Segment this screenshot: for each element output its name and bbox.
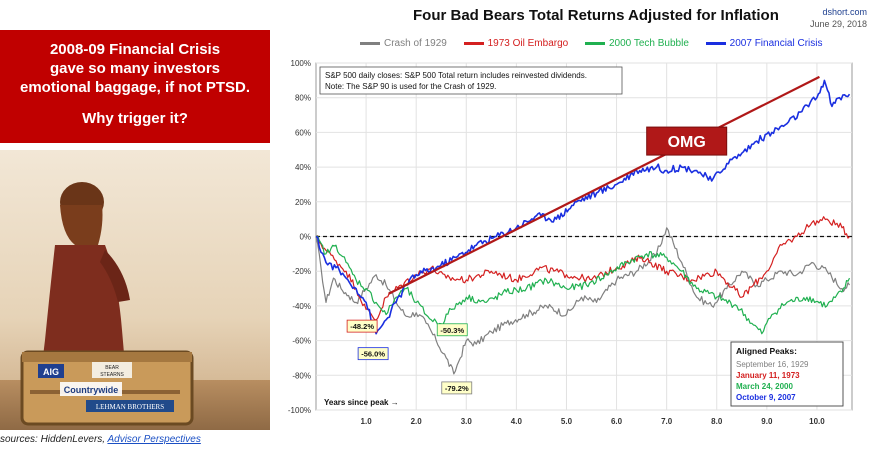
y-tick-label: 20% [295,198,311,207]
headline-line-2: gave so many investors [49,60,221,77]
y-tick-label: 100% [291,59,311,68]
svg-text:STEARNS: STEARNS [100,372,124,378]
brand-date: June 29, 2018 [809,19,867,29]
omg-arrow-annotation: OMG [388,75,820,295]
omg-label: OMG [668,134,706,151]
peaks-box [730,341,844,407]
note-line-1: S&P 500 daily closes: S&P 500 Total retu… [325,71,587,80]
svg-text:LEHMAN BROTHERS: LEHMAN BROTHERS [96,403,164,411]
sources-note: sources: HiddenLevers, Advisor Perspecti… [0,434,201,445]
svg-text:BEAR: BEAR [105,365,119,371]
trough-label-box [357,347,389,361]
x-tick-label: 2.0 [411,417,423,426]
legend-item-1929: Crash of 1929 [360,38,447,49]
x-tick-label: 9.0 [761,417,773,426]
x-tick-label: 5.0 [561,417,573,426]
peak-date-4: October 9, 2007 [736,393,796,402]
x-tick-label: 3.0 [461,417,473,426]
series-line-2 [315,235,851,335]
legend-item-2000: 2000 Tech Bubble [585,38,689,49]
y-tick-label: 40% [295,163,311,172]
left-panel: 2008-09 Financial Crisis gave so many in… [0,30,270,430]
legend-label-2000: 2000 Tech Bubble [609,38,689,49]
y-tick-label: -80% [292,371,311,380]
y-tick-label: 0% [299,233,311,242]
y-tick-label: 60% [295,128,311,137]
trough-labels: -48.2% -56.0% -50.3% -79.2% [346,319,473,395]
peak-date-1: September 16, 1929 [736,360,809,369]
headline-line-4: Why trigger it? [82,110,188,127]
headline-line-3: emotional baggage, if not PTSD. [19,79,250,96]
trough-label: -50.3% [440,326,464,335]
brand-site: dshort.com [822,7,867,17]
trough-label: -48.2% [350,322,374,331]
aligned-peaks-box: Aligned Peaks: September 16, 1929 January … [730,341,844,407]
x-tick-label: 7.0 [661,417,673,426]
y-tick-label: -40% [292,302,311,311]
chart-legend: Crash of 1929 1973 Oil Embargo 2000 Tech… [360,38,837,49]
svg-text:Countrywide: Countrywide [64,385,119,395]
omg-arrow-line [388,75,820,295]
x-tick-label: 4.0 [511,417,523,426]
chart-axes: -100% -80% -60% -40% -20% 0% 20% 40% 60% 80% 100% 1… [288,59,825,426]
peaks-title: Aligned Peaks: [736,346,797,356]
x-tick-label: 8.0 [711,417,723,426]
headline-line-1: 2008-09 Financial Crisis [49,41,221,58]
chart-note: S&P 500 daily closes: S&P 500 Total retu… [319,66,623,95]
x-tick-label: 6.0 [611,417,623,426]
note-box [319,66,623,95]
trough-label-box [346,319,378,333]
coat-shape [42,245,125,365]
legend-label-1973: 1973 Oil Embargo [487,38,569,49]
x-tick-label: 1.0 [361,417,373,426]
svg-text:AIG: AIG [43,367,59,377]
legend-item-1973: 1973 Oil Embargo [463,38,569,49]
series-line-3 [315,79,851,335]
sources-prefix: sources: HiddenLevers, [0,434,108,445]
legend-label-2007: 2007 Financial Crisis [729,38,823,49]
chart-series [315,79,851,375]
trough-label: -79.2% [445,384,469,393]
y-tick-label: -60% [292,337,311,346]
brand-block: dshort.com June 29, 2018 [810,6,867,30]
trough-label-box [436,323,468,337]
y-tick-label: -100% [288,406,311,415]
photo-woman-on-suitcase: AIG BEAR STEARNS Countrywide LEHMAN BROT… [0,150,270,430]
peak-date-2: January 11, 1973 [736,371,800,380]
y-tick-label: 80% [295,94,311,103]
headline-banner: 2008-09 Financial Crisis gave so many in… [0,30,270,143]
photo-illustration: AIG BEAR STEARNS Countrywide LEHMAN BROT… [0,150,270,430]
y-tick-label: -20% [292,267,311,276]
trough-label-box [441,381,473,395]
chart-title: Four Bad Bears Total Returns Adjusted fo… [413,7,779,24]
advisor-perspectives-link[interactable]: Advisor Perspectives [107,434,201,445]
x-axis-label: Years since peak → [324,398,399,407]
omg-label-box [646,126,728,156]
series-line-0 [315,227,851,375]
x-tick-label: 10.0 [809,417,825,426]
peak-date-3: March 24, 2000 [736,382,793,391]
legend-item-2007: 2007 Financial Crisis [705,38,823,49]
note-line-2: Note: The S&P 90 is used for the Crash o… [325,82,496,91]
legend-label-1929: Crash of 1929 [384,38,447,49]
trough-label: -56.0% [361,350,385,359]
